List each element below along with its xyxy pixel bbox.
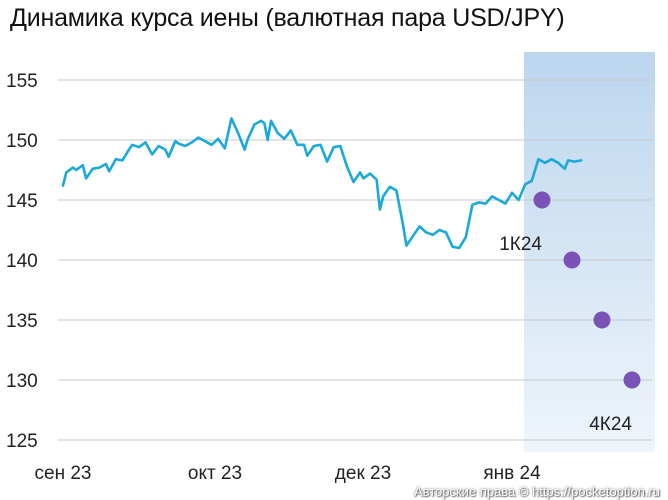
y-tick-label: 135 — [6, 311, 38, 332]
y-tick-label: 125 — [6, 431, 38, 452]
x-tick-label: дек 23 — [335, 463, 391, 484]
y-tick-label: 150 — [6, 131, 38, 152]
x-tick-label: янв 24 — [483, 463, 541, 484]
y-tick-label: 155 — [6, 71, 38, 92]
chart-title: Динамика курса иены (валютная пара USD/J… — [10, 4, 565, 32]
y-tick-label: 145 — [6, 191, 38, 212]
forecast-point — [593, 311, 611, 329]
forecast-label: 4К24 — [589, 414, 632, 435]
forecast-point — [533, 191, 551, 209]
y-tick-label: 130 — [6, 371, 38, 392]
x-tick-label: окт 23 — [188, 463, 242, 484]
forecast-shade — [524, 52, 655, 452]
watermark: Авторские права © https://pocketoption.r… — [413, 484, 660, 499]
x-tick-label: сен 23 — [35, 463, 92, 484]
forecast-point — [563, 251, 581, 269]
forecast-label: 1К24 — [499, 234, 542, 255]
usdjpy-line — [61, 117, 583, 250]
y-tick-label: 140 — [6, 251, 38, 272]
forecast-point — [623, 371, 641, 389]
